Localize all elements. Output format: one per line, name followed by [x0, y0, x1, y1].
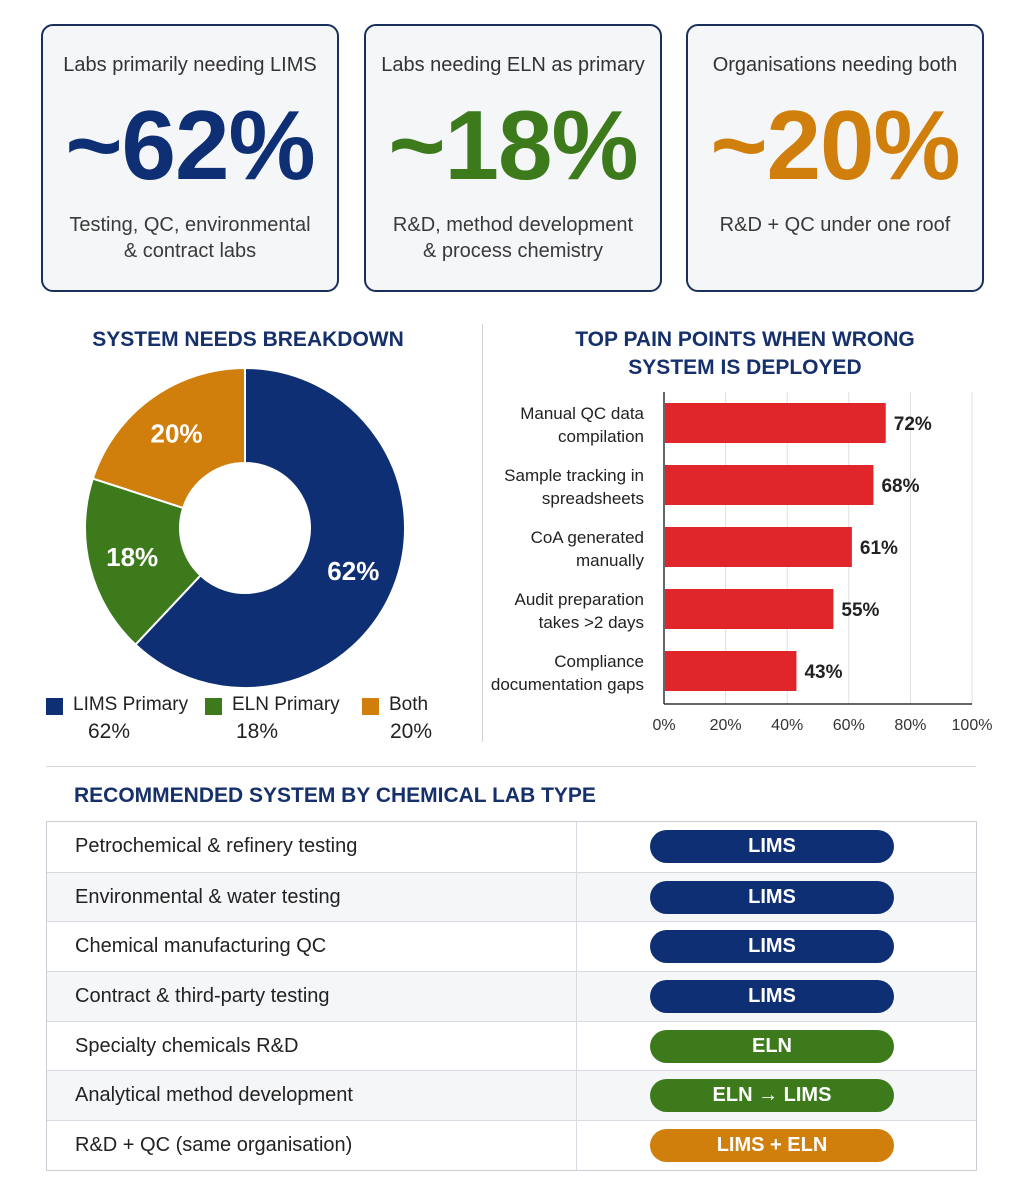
legend-label: LIMS Primary	[73, 694, 189, 715]
bar-chart: 0% 20% 40% 60% 80% 100% 72% Manual QC data compi…	[491, 392, 993, 734]
system-badge: LIMS	[650, 880, 894, 914]
donut-data-label: 62%	[327, 556, 379, 586]
x-tick-label: 0%	[652, 717, 675, 734]
bar-data-label: 55%	[841, 600, 879, 621]
table-row: Analytical method development ELN → LIMS	[47, 1070, 976, 1121]
category-label: Compliance	[554, 652, 644, 671]
system-badge: ELN	[650, 1029, 894, 1063]
table-title: RECOMMENDED SYSTEM BY CHEMICAL LAB TYPE	[74, 784, 596, 807]
table-row: Contract & third-party testing LIMS	[47, 971, 976, 1021]
card-label: Labs primarily needing LIMS	[63, 54, 317, 76]
table-row: Chemical manufacturing QC LIMS	[47, 921, 976, 971]
legend-value: 62%	[88, 720, 131, 743]
legend-swatch	[205, 698, 222, 715]
bar	[665, 589, 834, 629]
stat-card-eln: Labs needing ELN as primary ~18% R&D, me…	[364, 24, 662, 292]
bar	[665, 465, 874, 505]
lab-type-cell: R&D + QC (same organisation)	[75, 1134, 353, 1157]
section-divider	[46, 766, 976, 767]
table-row: R&D + QC (same organisation) LIMS + ELN	[47, 1120, 976, 1170]
card-description: R&D + QC under one roof	[700, 212, 970, 238]
category-label: Audit preparation	[515, 590, 644, 609]
donut-chart-title: SYSTEM NEEDS BREAKDOWN	[92, 328, 404, 351]
bar-data-label: 61%	[860, 538, 898, 559]
bar-chart-title-line: SYSTEM IS DEPLOYED	[628, 356, 862, 379]
card-label: Labs needing ELN as primary	[381, 54, 645, 76]
lab-type-cell: Analytical method development	[75, 1084, 353, 1107]
lab-type-cell: Contract & third-party testing	[75, 985, 330, 1008]
donut-chart: 62% 18% 20%	[84, 366, 406, 689]
bar-data-label: 68%	[881, 476, 919, 497]
card-label: Organisations needing both	[712, 54, 958, 76]
donut-data-label: 18%	[106, 542, 158, 572]
category-label: manually	[576, 551, 645, 570]
legend-label: ELN Primary	[232, 694, 340, 715]
x-tick-label: 40%	[771, 717, 803, 734]
table-row: Specialty chemicals R&D ELN	[47, 1020, 976, 1071]
system-badge: LIMS	[650, 930, 894, 964]
category-label: documentation gaps	[491, 675, 644, 694]
section-divider	[482, 324, 483, 742]
bar-chart-title: TOP PAIN POINTS WHEN WRONG SYSTEM IS DEP…	[520, 326, 970, 382]
table-row: Petrochemical & refinery testing LIMS	[47, 822, 976, 872]
legend-value: 20%	[390, 720, 433, 743]
donut-slice-both	[91, 366, 246, 510]
bar	[665, 403, 886, 443]
donut-slice-eln-primary	[84, 477, 202, 647]
card-description-line: Testing, QC, environmental	[69, 214, 311, 236]
x-tick-label: 100%	[952, 717, 993, 734]
legend-value: 18%	[236, 720, 279, 743]
category-label: spreadsheets	[542, 489, 644, 508]
legend-swatch	[362, 698, 379, 715]
bar-chart-title-line: TOP PAIN POINTS WHEN WRONG	[575, 328, 915, 351]
donut-data-label: 20%	[150, 419, 202, 449]
card-description-line: & contract labs	[123, 240, 257, 262]
card-description: R&D, method development & process chemis…	[378, 212, 648, 264]
x-tick-label: 80%	[894, 717, 926, 734]
system-badge: LIMS + ELN	[650, 1129, 894, 1163]
lab-type-cell: Specialty chemicals R&D	[75, 1034, 299, 1057]
system-badge: LIMS	[650, 830, 894, 863]
lab-type-cell: Petrochemical & refinery testing	[75, 835, 358, 857]
card-value: ~62%	[65, 90, 315, 200]
stat-card-lims: Labs primarily needing LIMS ~62% Testing…	[41, 24, 339, 292]
card-description: Testing, QC, environmental & contract la…	[55, 212, 325, 264]
card-description-line: R&D, method development	[392, 214, 634, 236]
legend-swatch	[46, 698, 63, 715]
legend-label: Both	[389, 694, 429, 715]
recommendation-table: Petrochemical & refinery testing LIMS Envi…	[46, 821, 977, 1171]
stat-card-both: Organisations needing both ~20% R&D + QC…	[686, 24, 984, 292]
category-label: Manual QC data	[520, 404, 644, 423]
category-label: Sample tracking in	[504, 466, 644, 485]
bar	[665, 651, 797, 691]
card-description-line: R&D + QC under one roof	[719, 214, 951, 236]
lab-type-cell: Environmental & water testing	[75, 885, 341, 908]
x-tick-label: 60%	[833, 717, 865, 734]
card-value: ~18%	[388, 90, 638, 200]
system-badge: ELN → LIMS	[650, 1079, 894, 1113]
bar-data-label: 43%	[804, 662, 842, 683]
category-label: takes >2 days	[539, 613, 644, 632]
donut-slice-lims-primary	[134, 366, 406, 689]
card-description-line: & process chemistry	[422, 240, 604, 262]
bar	[665, 527, 852, 567]
system-badge: LIMS	[650, 980, 894, 1014]
x-tick-label: 20%	[710, 717, 742, 734]
lab-type-cell: Chemical manufacturing QC	[75, 935, 327, 958]
table-row: Environmental & water testing LIMS	[47, 871, 976, 922]
card-value: ~20%	[710, 90, 960, 200]
category-label: CoA generated	[531, 528, 644, 547]
bar-data-label: 72%	[894, 414, 932, 435]
category-label: compilation	[558, 427, 644, 446]
